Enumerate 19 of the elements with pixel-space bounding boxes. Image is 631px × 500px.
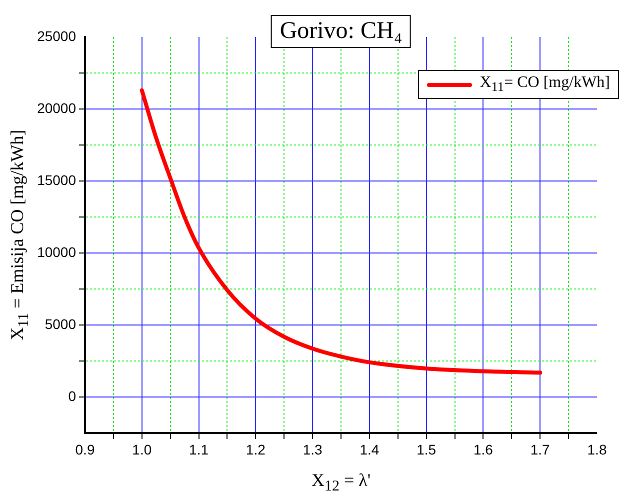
y-tick-label: 25000 [37,28,76,44]
y-tick-label: 15000 [37,172,76,188]
y-tick-label: 5000 [44,316,76,332]
x-axis-title: X$_{12}$ = λ' [311,470,371,496]
x-tick-label: 1.8 [587,441,607,458]
y-tick-label: 20000 [37,100,76,116]
x-tick-label: 1.3 [302,441,322,458]
x-tick-label: 1.7 [530,441,550,458]
y-tick-label: 10000 [37,244,76,260]
x-tick-label: 1.4 [360,441,380,458]
chart-title: Gorivo: CH₄ [270,15,412,48]
text: 1.0 [132,441,152,458]
x-tick-label: 1.6 [473,441,494,458]
x-tick-label: 1.1 [189,441,209,458]
y-tick-label: 0 [68,388,76,404]
x-tick-label: 1.2 [246,441,266,458]
x-tick-label: 0.9 [75,441,95,458]
legend-label: X$_{11}$= CO [mg/kWh] [480,74,610,96]
x-tick-label: 1.5 [416,441,436,458]
